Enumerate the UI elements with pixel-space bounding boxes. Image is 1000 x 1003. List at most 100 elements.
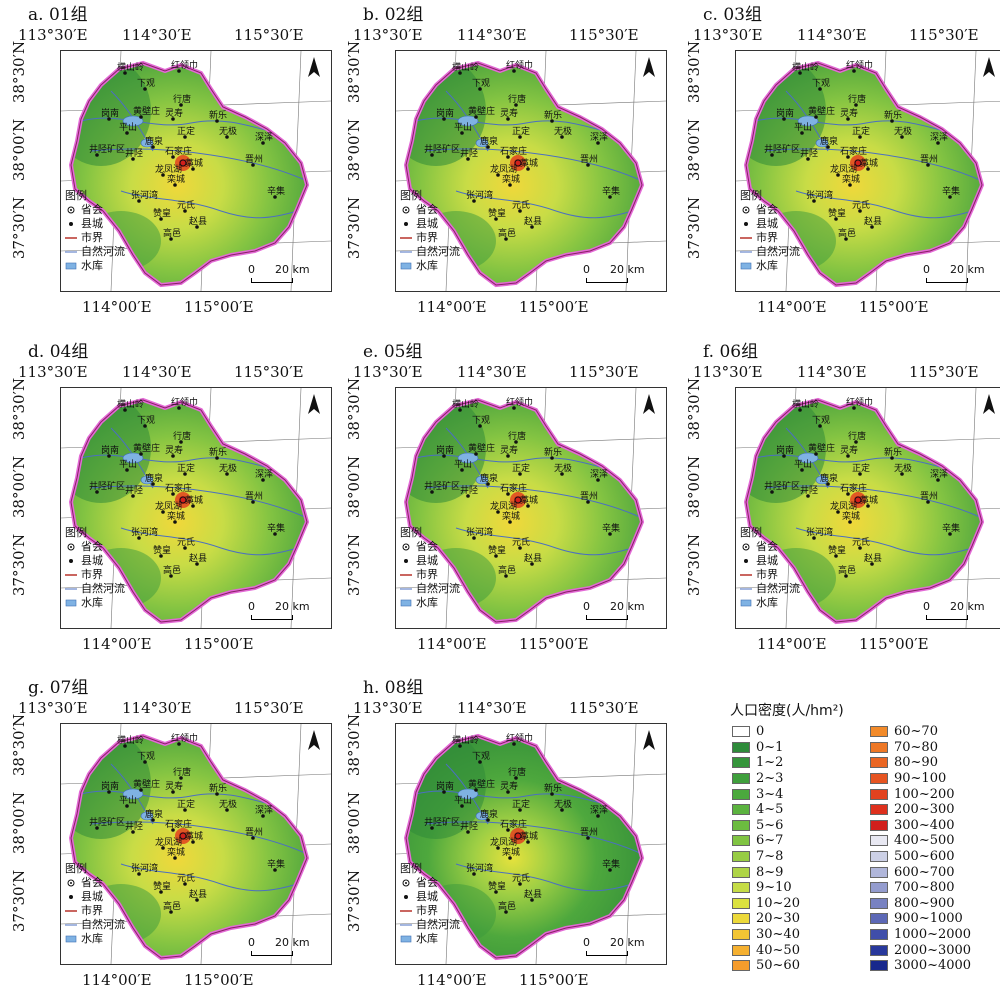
county-town-dot	[95, 826, 99, 830]
county-town-dot	[514, 103, 518, 107]
county-dot-icon	[65, 556, 77, 566]
city-label: 行唐	[848, 93, 866, 105]
city-label: 红领巾	[846, 59, 873, 71]
city-label: 张河湾	[466, 189, 493, 201]
county-town-dot	[836, 510, 840, 514]
city-label: 晋州	[580, 827, 598, 838]
reservoir	[457, 788, 479, 800]
map-legend-item: 水库	[65, 259, 125, 273]
longitude-label-bottom: 115°00′E	[519, 298, 589, 316]
density-legend-label: 800~900	[894, 895, 955, 911]
city-label: 井陉	[125, 147, 143, 159]
city-label: 辛集	[602, 185, 620, 197]
map-legend-item: 市界	[400, 568, 460, 582]
city-label: 行唐	[508, 766, 526, 778]
reservoir-swatch-icon	[65, 598, 77, 608]
city-boundary	[70, 399, 308, 623]
longitude-label-bottom: 115°00′E	[519, 971, 589, 989]
county-town-dot	[800, 131, 804, 135]
map-frame: 横山岭 红领巾 下观 行唐 灵寿 新乐 岗南 黄壁庄 平山 正定 无极 深泽 井陉矿区 鹿泉 石家庄 藁城 晋州…	[60, 387, 332, 629]
density-legend-item: 8~9	[732, 864, 800, 880]
county-town-dot	[530, 898, 534, 902]
city-label: 井陉	[460, 147, 478, 159]
capital-symbol-icon	[400, 878, 412, 888]
longitude-label-top: 115°30′E	[909, 26, 979, 44]
county-town-dot	[191, 504, 195, 508]
density-color-swatch	[732, 788, 750, 800]
county-town-dot	[251, 163, 255, 167]
city-label: 赵县	[524, 215, 542, 227]
city-label: 鹿泉	[145, 472, 163, 484]
city-label: 红领巾	[506, 396, 533, 408]
city-label: 藁城	[520, 494, 538, 506]
county-town-dot	[151, 818, 155, 822]
city-label: 黄壁庄	[468, 442, 495, 454]
river-line-icon	[65, 247, 77, 257]
city-label: 晋州	[580, 491, 598, 502]
county-town-dot	[826, 145, 830, 149]
capital-symbol-icon	[400, 205, 412, 215]
city-label: 石家庄	[165, 818, 192, 830]
county-town-dot	[131, 830, 135, 834]
map-legend-item-label: 县城	[81, 890, 103, 903]
county-town-dot	[530, 225, 534, 229]
boundary-line-icon	[65, 906, 77, 916]
county-town-dot	[161, 173, 165, 177]
city-label: 黄壁庄	[133, 778, 160, 790]
county-town-dot	[818, 424, 822, 428]
longitude-label-top: 113°30′E	[353, 26, 423, 44]
map-legend-title: 图例	[400, 862, 422, 875]
density-legend-label: 100~200	[894, 786, 955, 802]
city-label: 新乐	[209, 782, 227, 794]
county-town-dot	[251, 836, 255, 840]
provincial-capital-symbol	[179, 496, 187, 504]
county-town-dot	[273, 532, 277, 536]
county-town-dot	[195, 562, 199, 566]
map-legend-item: 省会	[400, 876, 460, 890]
county-town-dot	[530, 562, 534, 566]
city-label: 行唐	[173, 93, 191, 105]
city-label: 栾城	[167, 846, 185, 858]
city-label: 红领巾	[846, 396, 873, 408]
city-label: 井陉矿区	[89, 816, 125, 828]
longitude-label-top: 113°30′E	[353, 363, 423, 381]
county-town-dot	[496, 846, 500, 850]
map-legend: 图例 省会 县城 市界 自然河流 水库	[740, 189, 800, 273]
reservoir	[122, 115, 144, 127]
county-town-dot	[846, 155, 850, 159]
county-town-dot	[782, 454, 786, 458]
county-town-dot	[550, 119, 554, 123]
city-label: 红领巾	[506, 732, 533, 744]
county-town-dot	[460, 131, 464, 135]
scale-bar-line	[586, 951, 628, 956]
latitude-label-left: 38°00′N	[685, 455, 704, 519]
city-boundary	[405, 399, 643, 623]
reservoir	[815, 138, 829, 148]
panel-title: h. 08组	[363, 678, 424, 698]
city-label: 正定	[177, 125, 195, 137]
county-town-dot	[506, 790, 510, 794]
city-boundary	[405, 62, 643, 286]
city-label: 井陉	[460, 820, 478, 832]
city-label: 元氏	[177, 200, 195, 211]
provincial-capital-symbol	[179, 159, 187, 167]
city-label: 岗南	[436, 780, 454, 792]
city-label: 横山岭	[117, 61, 144, 73]
county-town-dot	[225, 472, 229, 476]
density-color-swatch	[870, 773, 888, 785]
map-legend-item: 自然河流	[740, 582, 800, 596]
city-label: 晋州	[920, 491, 938, 502]
county-town-dot	[508, 520, 512, 524]
scale-bar-zero: 0	[248, 263, 255, 276]
map-legend-item: 县城	[65, 217, 125, 231]
longitude-label-top: 115°30′E	[569, 699, 639, 717]
density-legend-label: 8~9	[756, 864, 784, 880]
city-label: 深泽	[590, 469, 608, 480]
city-label: 灵寿	[165, 107, 183, 119]
county-town-dot	[806, 157, 810, 161]
city-label: 辛集	[267, 522, 285, 534]
county-town-dot	[195, 225, 199, 229]
city-label: 藁城	[860, 494, 878, 506]
county-town-dot	[494, 890, 498, 894]
county-town-dot	[506, 454, 510, 458]
